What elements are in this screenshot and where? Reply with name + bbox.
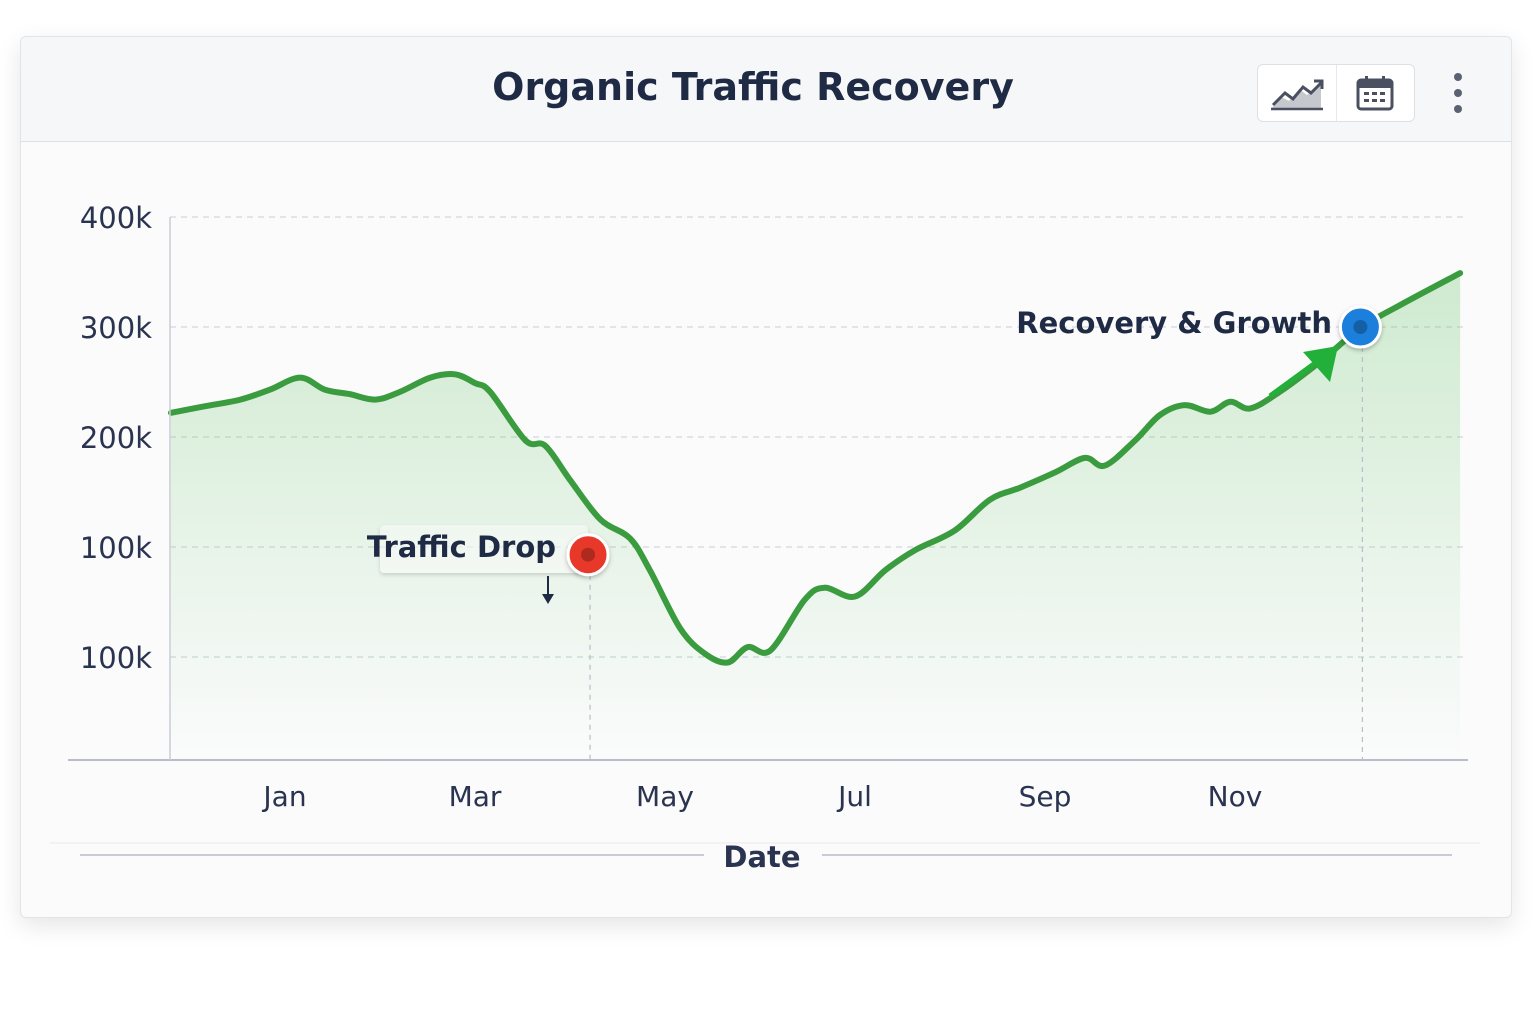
y-tick-label: 200k xyxy=(80,421,152,455)
arrow-up-right-icon xyxy=(1268,355,1324,399)
annotation-label: Traffic Drop xyxy=(367,530,556,564)
annotation-label-bg xyxy=(380,525,589,573)
y-tick-label: 300k xyxy=(80,311,152,345)
series-line xyxy=(168,270,1464,666)
annotation-marker xyxy=(1338,305,1382,349)
x-tick-label: Jul xyxy=(836,780,872,813)
card-header: Organic Traffic Recovery xyxy=(21,37,1511,142)
y-tick-label: 100k xyxy=(80,531,152,565)
arrow-down-icon-head xyxy=(542,594,554,604)
x-tick-label: May xyxy=(636,780,694,813)
more-vertical-icon[interactable] xyxy=(1445,73,1471,113)
chart-title: Organic Traffic Recovery xyxy=(492,65,1014,109)
x-tick-label: Jan xyxy=(261,780,306,813)
x-tick-label: Mar xyxy=(449,780,502,813)
line-chart-button[interactable] xyxy=(1258,65,1336,121)
annotation-marker xyxy=(566,533,610,577)
x-tick-label: Nov xyxy=(1208,780,1263,813)
annotation-marker-dot xyxy=(581,547,596,562)
y-tick-label: 100k xyxy=(80,641,152,675)
arrow-up-right-icon-head xyxy=(1303,346,1338,382)
annotation-label: Recovery & Growth xyxy=(1016,306,1332,340)
x-tick-label: Sep xyxy=(1019,780,1072,813)
line-chart-icon xyxy=(1270,79,1324,111)
calendar-icon xyxy=(1356,76,1394,111)
calendar-button[interactable] xyxy=(1335,65,1415,121)
y-tick-label: 400k xyxy=(80,201,152,235)
annotation-marker-dot xyxy=(1353,320,1368,334)
x-axis-title: Date xyxy=(723,840,800,874)
area-fill xyxy=(171,273,1461,760)
view-toggle-group xyxy=(1257,64,1415,122)
